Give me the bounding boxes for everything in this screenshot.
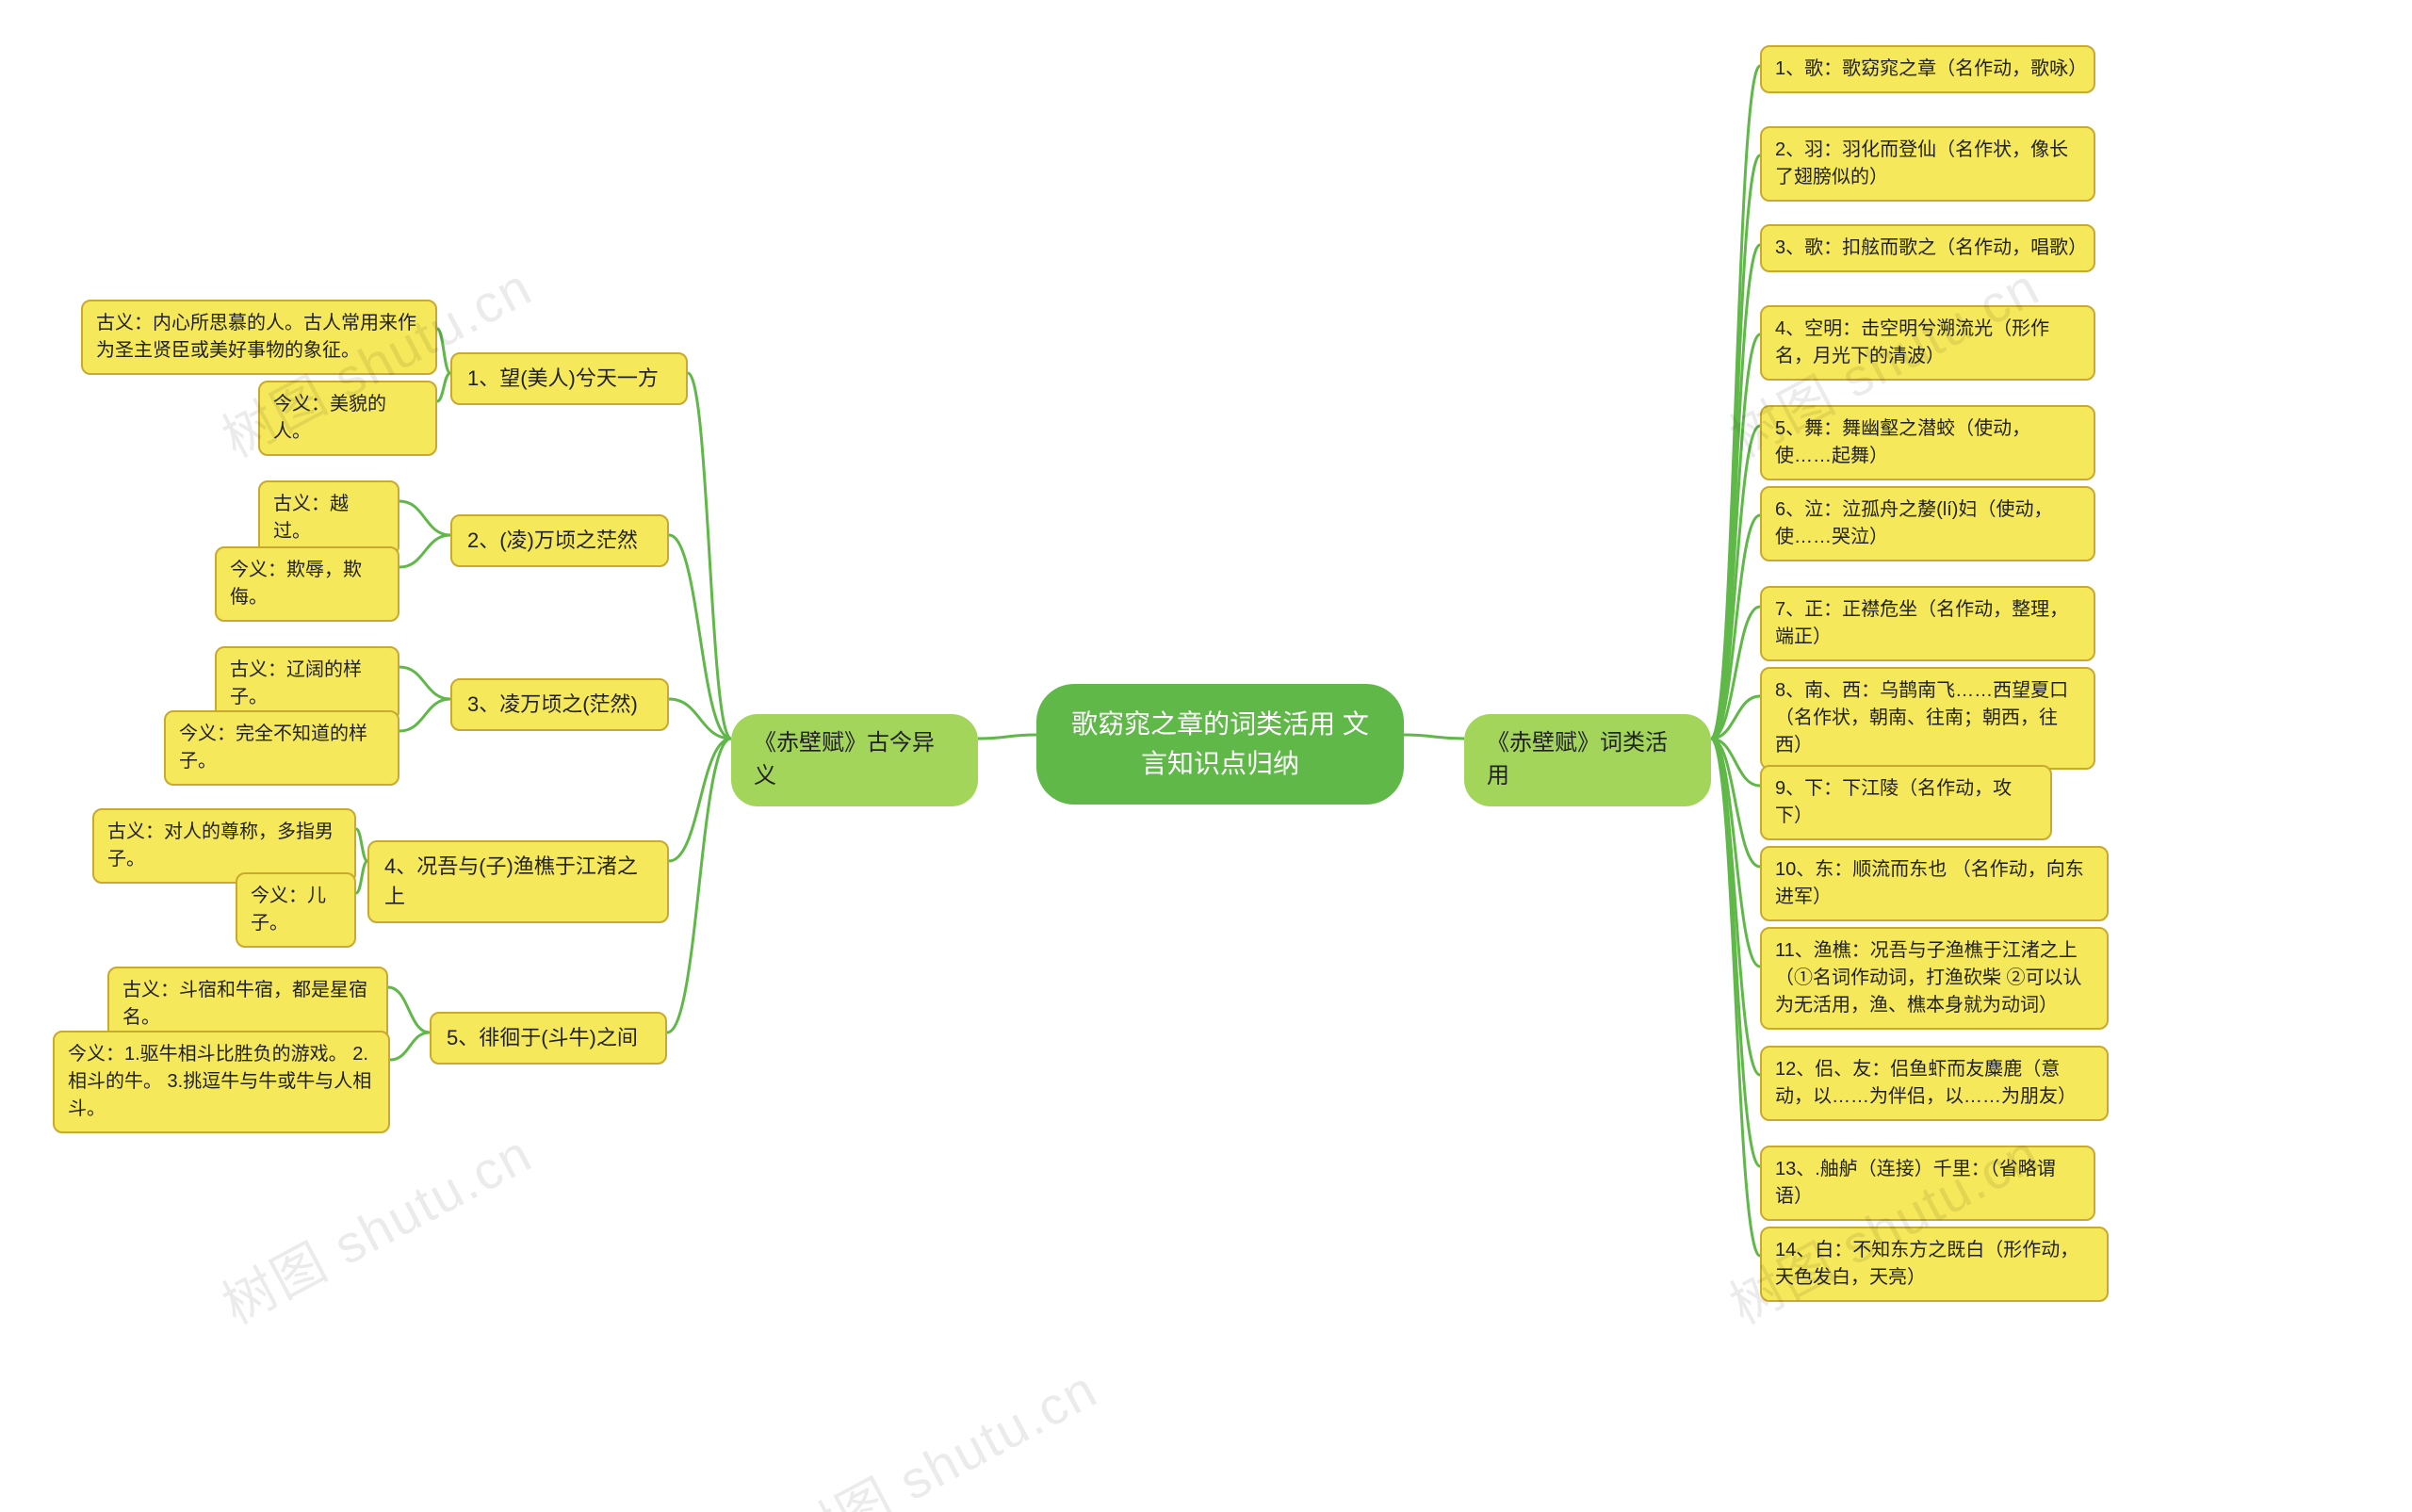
right-leaf-node: 12、侣、友：侣鱼虾而友麋鹿（意动，以……为伴侣，以……为朋友） <box>1760 1046 2109 1121</box>
right-leaf-node: 5、舞：舞幽壑之潜蛟（使动，使……起舞） <box>1760 405 2095 480</box>
left-leaf-node: 今义：儿子。 <box>236 872 356 948</box>
right-leaf-node: 11、渔樵：况吾与子渔樵于江渚之上（①名词作动词，打渔砍柴 ②可以认为无活用，渔… <box>1760 927 2109 1030</box>
left-sub-node: 3、凌万顷之(茫然) <box>450 678 669 731</box>
right-leaf-node: 2、羽：羽化而登仙（名作状，像长了翅膀似的） <box>1760 126 2095 202</box>
root-node: 歌窈窕之章的词类活用 文言知识点归纳 <box>1036 684 1404 805</box>
left-leaf-node: 今义：完全不知道的样子。 <box>164 710 399 786</box>
right-leaf-node: 3、歌：扣舷而歌之（名作动，唱歌） <box>1760 224 2095 272</box>
root-text: 歌窈窕之章的词类活用 文言知识点归纳 <box>1071 709 1369 778</box>
right-leaf-node: 4、空明：击空明兮溯流光（形作名，月光下的清波） <box>1760 305 2095 381</box>
left-leaf-node: 今义：1.驱牛相斗比胜负的游戏。 2.相斗的牛。 3.挑逗牛与牛或牛与人相斗。 <box>53 1031 390 1133</box>
left-branch-node: 《赤壁赋》古今异义 <box>731 714 978 806</box>
watermark: 树图 shutu.cn <box>207 1112 544 1339</box>
right-leaf-node: 10、东：顺流而东也 （名作动，向东进军） <box>1760 846 2109 921</box>
left-sub-node: 4、况吾与(子)渔樵于江渚之上 <box>367 840 669 923</box>
left-leaf-node: 今义：美貌的人。 <box>258 381 437 456</box>
left-leaf-node: 今义：欺辱，欺侮。 <box>215 546 399 622</box>
left-leaf-node: 古义：越过。 <box>258 480 399 556</box>
right-leaf-node: 7、正：正襟危坐（名作动，整理，端正） <box>1760 586 2095 661</box>
left-sub-node: 1、望(美人)兮天一方 <box>450 352 688 405</box>
right-branch-label: 《赤壁赋》词类活用 <box>1487 730 1668 789</box>
right-leaf-node: 8、南、西：乌鹊南飞……西望夏口（名作状，朝南、往南；朝西，往西） <box>1760 667 2095 770</box>
left-sub-node: 5、徘徊于(斗牛)之间 <box>430 1012 667 1065</box>
right-branch-node: 《赤壁赋》词类活用 <box>1464 714 1711 806</box>
left-branch-label: 《赤壁赋》古今异义 <box>754 730 935 789</box>
watermark: 树图 shutu.cn <box>773 1347 1109 1512</box>
right-leaf-node: 6、泣：泣孤舟之嫠(lí)妇（使动，使……哭泣） <box>1760 486 2095 561</box>
right-leaf-node: 1、歌：歌窈窕之章（名作动，歌咏） <box>1760 45 2095 93</box>
right-leaf-node: 13、.舳舻（连接）千里：（省略谓语） <box>1760 1146 2095 1221</box>
right-leaf-node: 9、下：下江陵（名作动，攻下） <box>1760 765 2052 840</box>
left-leaf-node: 古义：内心所思慕的人。古人常用来作为圣主贤臣或美好事物的象征。 <box>81 300 437 375</box>
left-sub-node: 2、(凌)万顷之茫然 <box>450 514 669 567</box>
right-leaf-node: 14、白：不知东方之既白（形作动，天色发白，天亮） <box>1760 1227 2109 1302</box>
